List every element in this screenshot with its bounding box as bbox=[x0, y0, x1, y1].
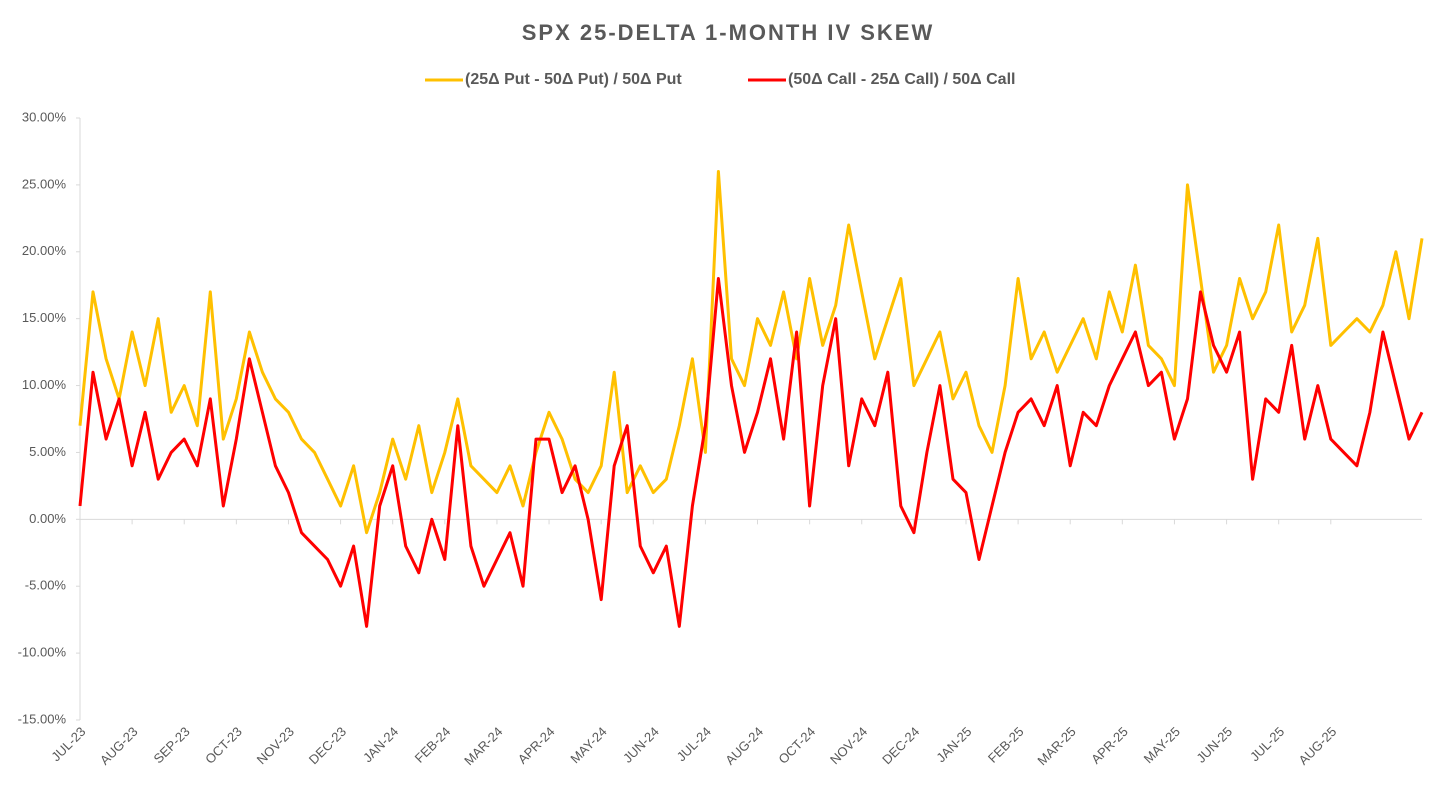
x-tick-label: SEP-23 bbox=[150, 724, 192, 766]
y-tick-label: 30.00% bbox=[22, 109, 67, 124]
y-tick-label: -10.00% bbox=[18, 645, 67, 660]
x-tick-label: JUL-24 bbox=[674, 724, 714, 764]
x-tick-label: JUN-25 bbox=[1193, 724, 1235, 766]
x-tick-label: JUN-24 bbox=[620, 724, 662, 766]
x-tick-label: JUL-23 bbox=[48, 724, 88, 764]
x-tick-label: MAR-25 bbox=[1034, 724, 1078, 768]
legend-label: (25Δ Put - 50Δ Put) / 50Δ Put bbox=[465, 71, 682, 88]
x-tick-label: MAY-25 bbox=[1141, 724, 1183, 766]
x-tick-label: NOV-24 bbox=[827, 724, 870, 767]
legend-label: (50Δ Call - 25Δ Call) / 50Δ Call bbox=[788, 71, 1015, 88]
x-tick-label: OCT-24 bbox=[775, 724, 818, 767]
y-tick-label: 25.00% bbox=[22, 176, 67, 191]
y-tick-label: 15.00% bbox=[22, 310, 67, 325]
x-tick-label: FEB-25 bbox=[985, 724, 1027, 766]
y-tick-label: 5.00% bbox=[29, 444, 66, 459]
chart-title: SPX 25-DELTA 1-MONTH IV SKEW bbox=[522, 20, 935, 45]
x-tick-label: FEB-24 bbox=[412, 724, 454, 766]
x-tick-label: JAN-24 bbox=[360, 724, 401, 765]
x-tick-label: DEC-24 bbox=[879, 724, 922, 767]
series-line bbox=[78, 277, 1424, 628]
x-tick-label: AUG-23 bbox=[97, 724, 141, 768]
y-tick-label: -5.00% bbox=[25, 578, 67, 593]
y-tick-label: 0.00% bbox=[29, 511, 66, 526]
y-tick-label: 20.00% bbox=[22, 243, 67, 258]
x-tick-label: AUG-25 bbox=[1296, 724, 1340, 768]
x-tick-label: OCT-23 bbox=[202, 724, 245, 767]
x-tick-label: MAR-24 bbox=[461, 724, 505, 768]
x-tick-label: MAY-24 bbox=[567, 724, 609, 766]
x-tick-label: JUL-25 bbox=[1247, 724, 1287, 764]
series-line bbox=[78, 170, 1424, 535]
y-tick-label: -15.00% bbox=[18, 711, 67, 726]
x-tick-label: NOV-23 bbox=[254, 724, 297, 767]
x-tick-label: APR-24 bbox=[515, 724, 558, 767]
x-tick-label: DEC-23 bbox=[306, 724, 349, 767]
x-tick-label: APR-25 bbox=[1088, 724, 1131, 767]
x-tick-label: AUG-24 bbox=[722, 724, 766, 768]
y-tick-label: 10.00% bbox=[22, 377, 67, 392]
x-tick-label: JAN-25 bbox=[933, 724, 974, 765]
